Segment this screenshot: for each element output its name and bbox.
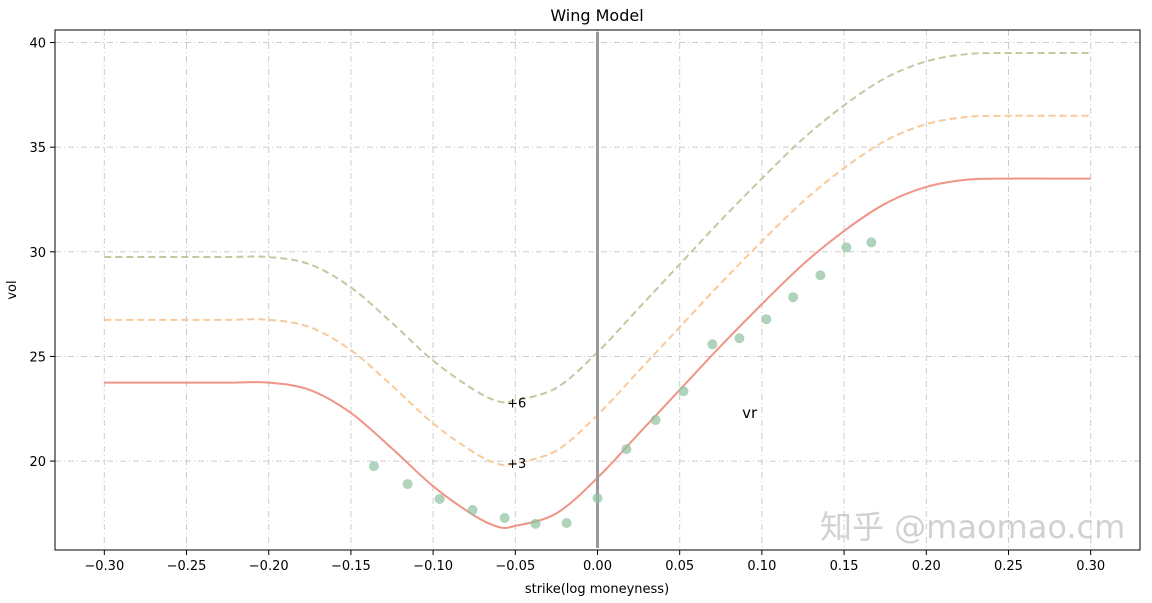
- scatter-point: [434, 493, 445, 504]
- scatter-point: [788, 292, 799, 303]
- scatter-point: [499, 512, 510, 523]
- x-axis-ticks: −0.30 −0.25 −0.20 −0.15 −0.10 −0.05 0.00 0.05 0.…: [84, 550, 1105, 574]
- x-tick-label: 0.20: [912, 559, 941, 574]
- y-axis-ticks: 20 25 30 35 40: [29, 37, 55, 470]
- x-tick-label: 0.25: [994, 559, 1023, 574]
- x-axis-label: strike(log moneyness): [525, 582, 669, 597]
- x-tick-label: −0.05: [495, 559, 535, 574]
- scatter-point: [734, 333, 745, 344]
- scatter-point: [592, 493, 603, 504]
- scatter-point: [650, 415, 661, 426]
- scatter-point: [866, 237, 877, 248]
- x-tick-label: −0.25: [167, 559, 207, 574]
- scatter-point: [530, 518, 541, 529]
- x-tick-label: −0.10: [413, 559, 453, 574]
- plot-frame: [54, 29, 1141, 551]
- series-line-1: [104, 114, 1091, 467]
- annotation-label: +6: [507, 396, 526, 411]
- y-tick-label: 20: [29, 455, 46, 470]
- y-tick-label: 40: [29, 37, 46, 52]
- x-tick-label: −0.15: [331, 559, 371, 574]
- x-tick-label: −0.20: [249, 559, 289, 574]
- x-tick-label: 0.15: [830, 559, 859, 574]
- x-tick-label: 0.30: [1076, 559, 1105, 574]
- scatter-point: [402, 479, 413, 490]
- scatter-point: [621, 444, 632, 455]
- scatter-point: [841, 242, 852, 253]
- series-lines: [104, 51, 1091, 530]
- series-line-0: [104, 177, 1091, 530]
- x-tick-label: −0.30: [84, 559, 124, 574]
- y-tick-label: 35: [29, 141, 46, 156]
- y-tick-label: 30: [29, 246, 46, 261]
- x-tick-label: 0.10: [747, 559, 776, 574]
- watermark: 知乎 @maomao.cm: [820, 508, 1125, 546]
- scatter-point: [678, 386, 689, 397]
- scatter-point: [368, 461, 379, 472]
- annotation-label: +3: [507, 457, 526, 472]
- chart-title: Wing Model: [550, 6, 643, 25]
- scatter-point: [761, 314, 772, 325]
- scatter-point: [707, 339, 718, 350]
- x-tick-label: 0.00: [583, 559, 612, 574]
- annotations: +6 +3 vr: [507, 396, 758, 472]
- y-tick-label: 25: [29, 350, 46, 365]
- annotation-label: vr: [742, 404, 758, 422]
- scatter-point: [561, 518, 572, 529]
- series-line-2: [104, 51, 1091, 404]
- scatter-point: [815, 270, 826, 281]
- y-axis-label: vol: [5, 280, 20, 299]
- scatter-points: [368, 237, 877, 529]
- scatter-point: [467, 505, 478, 516]
- x-tick-label: 0.05: [665, 559, 694, 574]
